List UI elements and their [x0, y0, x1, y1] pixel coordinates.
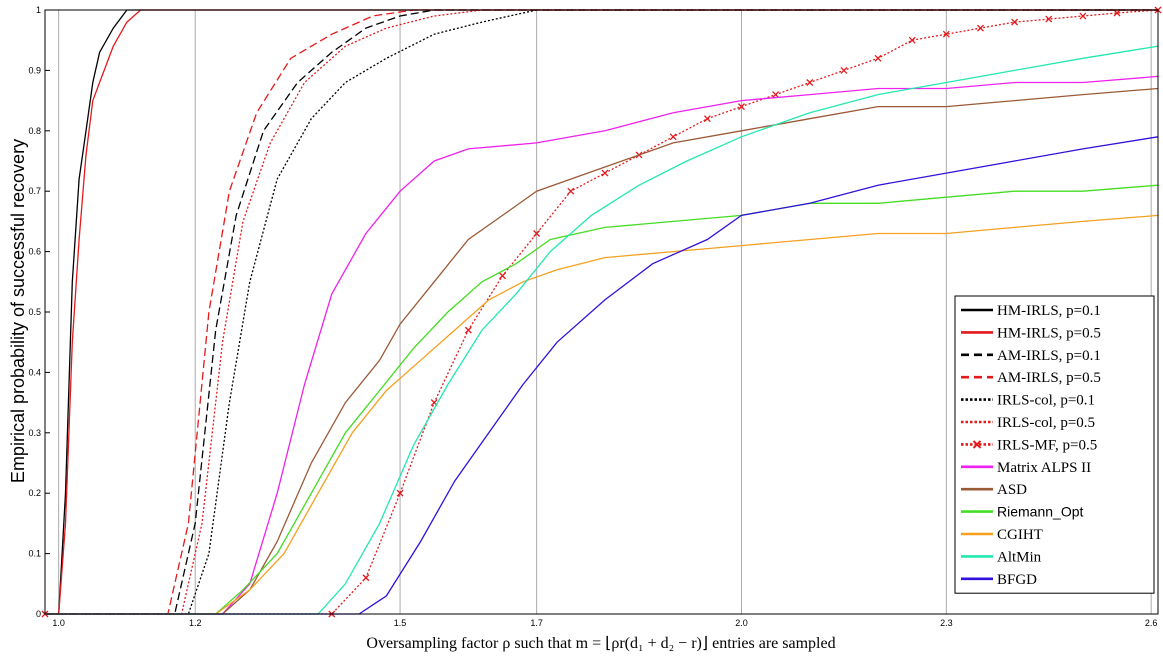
- data-point: [772, 91, 780, 99]
- x-tick-label: 1.5: [394, 618, 407, 628]
- y-tick-label: 0.9: [28, 65, 41, 75]
- data-point: [703, 115, 711, 123]
- y-tick-label: 0.3: [28, 428, 41, 438]
- series-10: [45, 214, 1159, 615]
- y-tick-label: 0.6: [28, 247, 41, 257]
- series-layer: [41, 6, 1162, 618]
- legend-label: CGIHT: [997, 527, 1043, 543]
- series-line: [45, 184, 1159, 615]
- series-1: [45, 9, 1158, 615]
- data-point: [567, 187, 575, 195]
- y-tick-label: 1: [36, 5, 41, 15]
- data-point: [738, 103, 745, 111]
- data-point: [601, 169, 609, 177]
- x-tick-label: 1.2: [189, 618, 202, 628]
- data-point: [1113, 9, 1121, 17]
- y-axis: 0 0.1 0.2 0.3 0.4 0.5 0.6 0.7 0.8 0.9 1: [28, 5, 50, 619]
- series-line: [45, 87, 1159, 615]
- series-9: [45, 184, 1159, 615]
- legend-label: AltMin: [997, 549, 1042, 565]
- data-point: [908, 36, 916, 44]
- series-5: [45, 9, 1158, 615]
- series-line: [45, 9, 1158, 615]
- series-line: [45, 9, 1158, 615]
- data-point: [1011, 18, 1019, 26]
- legend-label: BFGD: [997, 572, 1037, 588]
- x-axis: 1.0 1.2 1.5 1.7 2.0 2.3 2.6: [52, 618, 1157, 628]
- legend-label: HM-IRLS, p=0.5: [997, 325, 1101, 341]
- data-point: [942, 30, 950, 38]
- data-point: [499, 272, 506, 280]
- series-line: [45, 9, 1159, 615]
- x-tick-label: 2.3: [940, 618, 953, 628]
- y-tick-label: 0.8: [28, 126, 41, 136]
- y-tick-label: 0.7: [28, 186, 41, 196]
- data-point: [1079, 12, 1087, 20]
- legend-label: HM-IRLS, p=0.1: [997, 303, 1101, 319]
- legend-marker: [972, 440, 982, 449]
- series-11: [45, 45, 1159, 615]
- series-line: [45, 9, 1158, 615]
- series-2: [45, 9, 1158, 615]
- data-point: [669, 133, 677, 141]
- series-line: [45, 136, 1159, 615]
- x-tick-label: 2.0: [735, 618, 748, 628]
- series-0: [45, 9, 1158, 615]
- data-point: [464, 326, 472, 334]
- series-line: [45, 75, 1159, 615]
- data-point: [533, 230, 541, 237]
- y-tick-label: 0.5: [28, 307, 41, 317]
- series-line: [45, 9, 1158, 615]
- series-line: [45, 9, 1158, 615]
- grid-lines: [58, 10, 1152, 614]
- x-axis-label: Oversampling factor ρ such that m = ⌊ρr(…: [366, 635, 835, 652]
- x-tick-label: 1.0: [52, 618, 65, 628]
- data-point: [840, 66, 848, 74]
- data-point: [806, 79, 814, 86]
- series-line: [45, 9, 1158, 615]
- y-tick-label: 0.2: [28, 488, 41, 498]
- series-3: [45, 9, 1158, 615]
- y-axis-label: Empirical probability of successful reco…: [8, 139, 28, 483]
- legend-label: IRLS-col, p=0.1: [997, 393, 1095, 409]
- series-line: [45, 45, 1159, 615]
- series-12: [45, 136, 1159, 615]
- legend: HM-IRLS, p=0.1 HM-IRLS, p=0.5 AM-IRLS, p=0…: [954, 295, 1155, 594]
- y-tick-label: 0.1: [28, 549, 41, 559]
- legend-label: AM-IRLS, p=0.1: [997, 348, 1101, 364]
- legend-label: ASD: [997, 482, 1027, 498]
- data-point: [977, 24, 984, 32]
- legend-label: IRLS-col, p=0.5: [997, 415, 1095, 431]
- data-point: [362, 574, 370, 582]
- legend-label: IRLS-MF, p=0.5: [997, 437, 1097, 453]
- legend-label: Riemann_Opt: [997, 504, 1083, 520]
- series-8: [45, 87, 1159, 615]
- legend-label: Matrix ALPS II: [997, 460, 1091, 476]
- series-line: [45, 214, 1159, 615]
- series-4: [45, 9, 1158, 615]
- legend-label: AM-IRLS, p=0.5: [997, 370, 1101, 386]
- y-tick-label: 0: [36, 609, 41, 619]
- x-tick-label: 1.7: [530, 618, 543, 628]
- y-tick-label: 0.4: [28, 367, 41, 377]
- data-point: [396, 489, 404, 497]
- data-point: [1045, 15, 1053, 23]
- series-7: [45, 75, 1159, 615]
- x-tick-label: 2.6: [1145, 618, 1158, 628]
- data-point: [874, 54, 882, 62]
